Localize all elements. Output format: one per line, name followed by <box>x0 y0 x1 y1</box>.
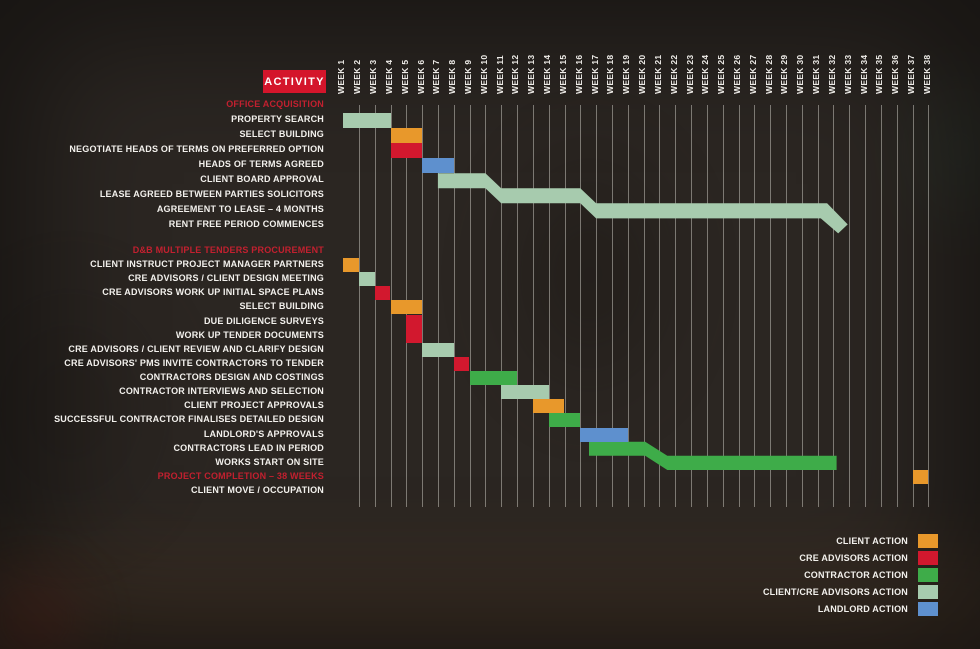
gridline <box>817 105 819 507</box>
legend-label: CRE ADVISORS ACTION <box>799 553 908 563</box>
gridline <box>849 105 851 507</box>
gantt-bar <box>453 356 470 371</box>
gridline <box>627 105 629 507</box>
gridline <box>532 105 534 507</box>
gantt-bar <box>374 286 391 301</box>
gantt-bar <box>532 399 565 414</box>
gantt-bar <box>390 300 423 315</box>
row-label: CRE ADVISORS WORK UP INITIAL SPACE PLANS <box>102 287 324 298</box>
legend-label: CONTRACTOR ACTION <box>804 570 908 580</box>
row-label: CLIENT BOARD APPROVAL <box>200 174 324 185</box>
gridline <box>501 105 503 507</box>
row-label: LANDLORD'S APPROVALS <box>203 428 324 439</box>
row-label: LEASE AGREED BETWEEN PARTIES SOLICITORS <box>99 189 324 200</box>
gridline <box>517 105 518 507</box>
gantt-bar <box>406 314 423 329</box>
gridline <box>469 105 471 507</box>
gridline <box>896 105 898 507</box>
gantt-bar <box>390 143 423 159</box>
gridline <box>580 105 582 507</box>
gridline <box>611 105 613 507</box>
gantt-bar <box>548 413 581 428</box>
gridline <box>754 105 756 507</box>
row-label: CLIENT PROJECT APPROVALS <box>184 400 324 411</box>
row-label: WORK UP TENDER DOCUMENTS <box>175 329 324 340</box>
gridline <box>786 105 787 507</box>
row-label: RENT FREE PERIOD COMMENCES <box>168 219 324 230</box>
gridline <box>675 105 677 507</box>
row-label: PROJECT COMPLETION – 38 WEEKS <box>157 470 324 481</box>
gridline <box>880 105 882 507</box>
row-label: CLIENT INSTRUCT PROJECT MANAGER PARTNERS <box>90 259 324 269</box>
activity-header-badge: ACTIVITY <box>263 70 326 93</box>
legend-label: CLIENT/CRE ADVISORS ACTION <box>762 587 908 597</box>
gridline <box>358 105 360 507</box>
row-label: DUE DILIGENCE SURVEYS <box>203 315 324 326</box>
gridline <box>374 105 376 507</box>
legend-swatch <box>918 551 938 565</box>
gantt-bar <box>422 342 454 357</box>
gantt-bar <box>358 272 375 287</box>
legend-swatch <box>918 568 938 582</box>
gantt-bar <box>343 258 359 273</box>
gridline <box>643 105 645 507</box>
gridline <box>437 105 439 507</box>
gridline <box>485 105 487 507</box>
row-label: CONTRACTOR INTERVIEWS AND SELECTION <box>119 386 324 397</box>
gantt-bar <box>343 113 391 129</box>
row-label: HEADS OF TERMS AGREED <box>198 159 324 170</box>
gantt-bar <box>912 470 929 485</box>
gantt-bar <box>406 328 423 343</box>
gantt-bar <box>580 427 628 442</box>
gridline <box>865 105 867 507</box>
gridline <box>453 105 455 507</box>
gridline <box>928 105 930 507</box>
gridline <box>738 105 740 507</box>
legend-swatch <box>918 534 938 548</box>
gridline <box>801 105 803 507</box>
row-label: SELECT BUILDING <box>239 301 324 312</box>
section-header: D&B MULTIPLE TENDERS PROCUREMENT <box>132 244 324 255</box>
gridline <box>833 105 835 507</box>
row-label: CONTRACTORS DESIGN AND COSTINGS <box>139 372 324 383</box>
gridline <box>912 105 914 507</box>
gridline <box>722 105 724 507</box>
legend-label: CLIENT ACTION <box>836 536 908 546</box>
gridline <box>691 105 692 507</box>
row-label: SELECT BUILDING <box>239 129 324 140</box>
legend-label: LANDLORD ACTION <box>817 604 908 614</box>
row-label: CRE ADVISORS' PMS INVITE CONTRACTORS TO … <box>64 357 324 368</box>
gantt-bar <box>390 128 423 144</box>
gridline <box>422 105 424 507</box>
gantt-bar <box>501 385 549 400</box>
row-label: SUCCESSFUL CONTRACTOR FINALISES DETAILED… <box>54 414 324 425</box>
legend-swatch <box>918 585 938 599</box>
row-label: CLIENT MOVE / OCCUPATION <box>191 485 324 496</box>
gridline <box>659 105 661 507</box>
row-label: CRE ADVISORS / CLIENT DESIGN MEETING <box>128 273 324 284</box>
gantt-bar <box>422 158 454 174</box>
legend-swatch <box>918 602 938 616</box>
gridline <box>564 105 566 507</box>
gridline <box>548 105 550 507</box>
row-label: PROPERTY SEARCH <box>231 114 324 124</box>
row-label: CRE ADVISORS / CLIENT REVIEW AND CLARIFY… <box>68 343 324 354</box>
gridline <box>770 105 772 507</box>
row-label: CONTRACTORS LEAD IN PERIOD <box>173 442 324 453</box>
gantt-bar <box>469 371 518 386</box>
gridline <box>706 105 708 507</box>
row-label: AGREEMENT TO LEASE – 4 MONTHS <box>156 204 324 215</box>
section-header: OFFICE ACQUISITION <box>226 98 324 109</box>
row-label: NEGOTIATE HEADS OF TERMS ON PREFERRED OP… <box>69 144 324 155</box>
row-label: WORKS START ON SITE <box>215 456 324 467</box>
gridline <box>596 105 598 507</box>
